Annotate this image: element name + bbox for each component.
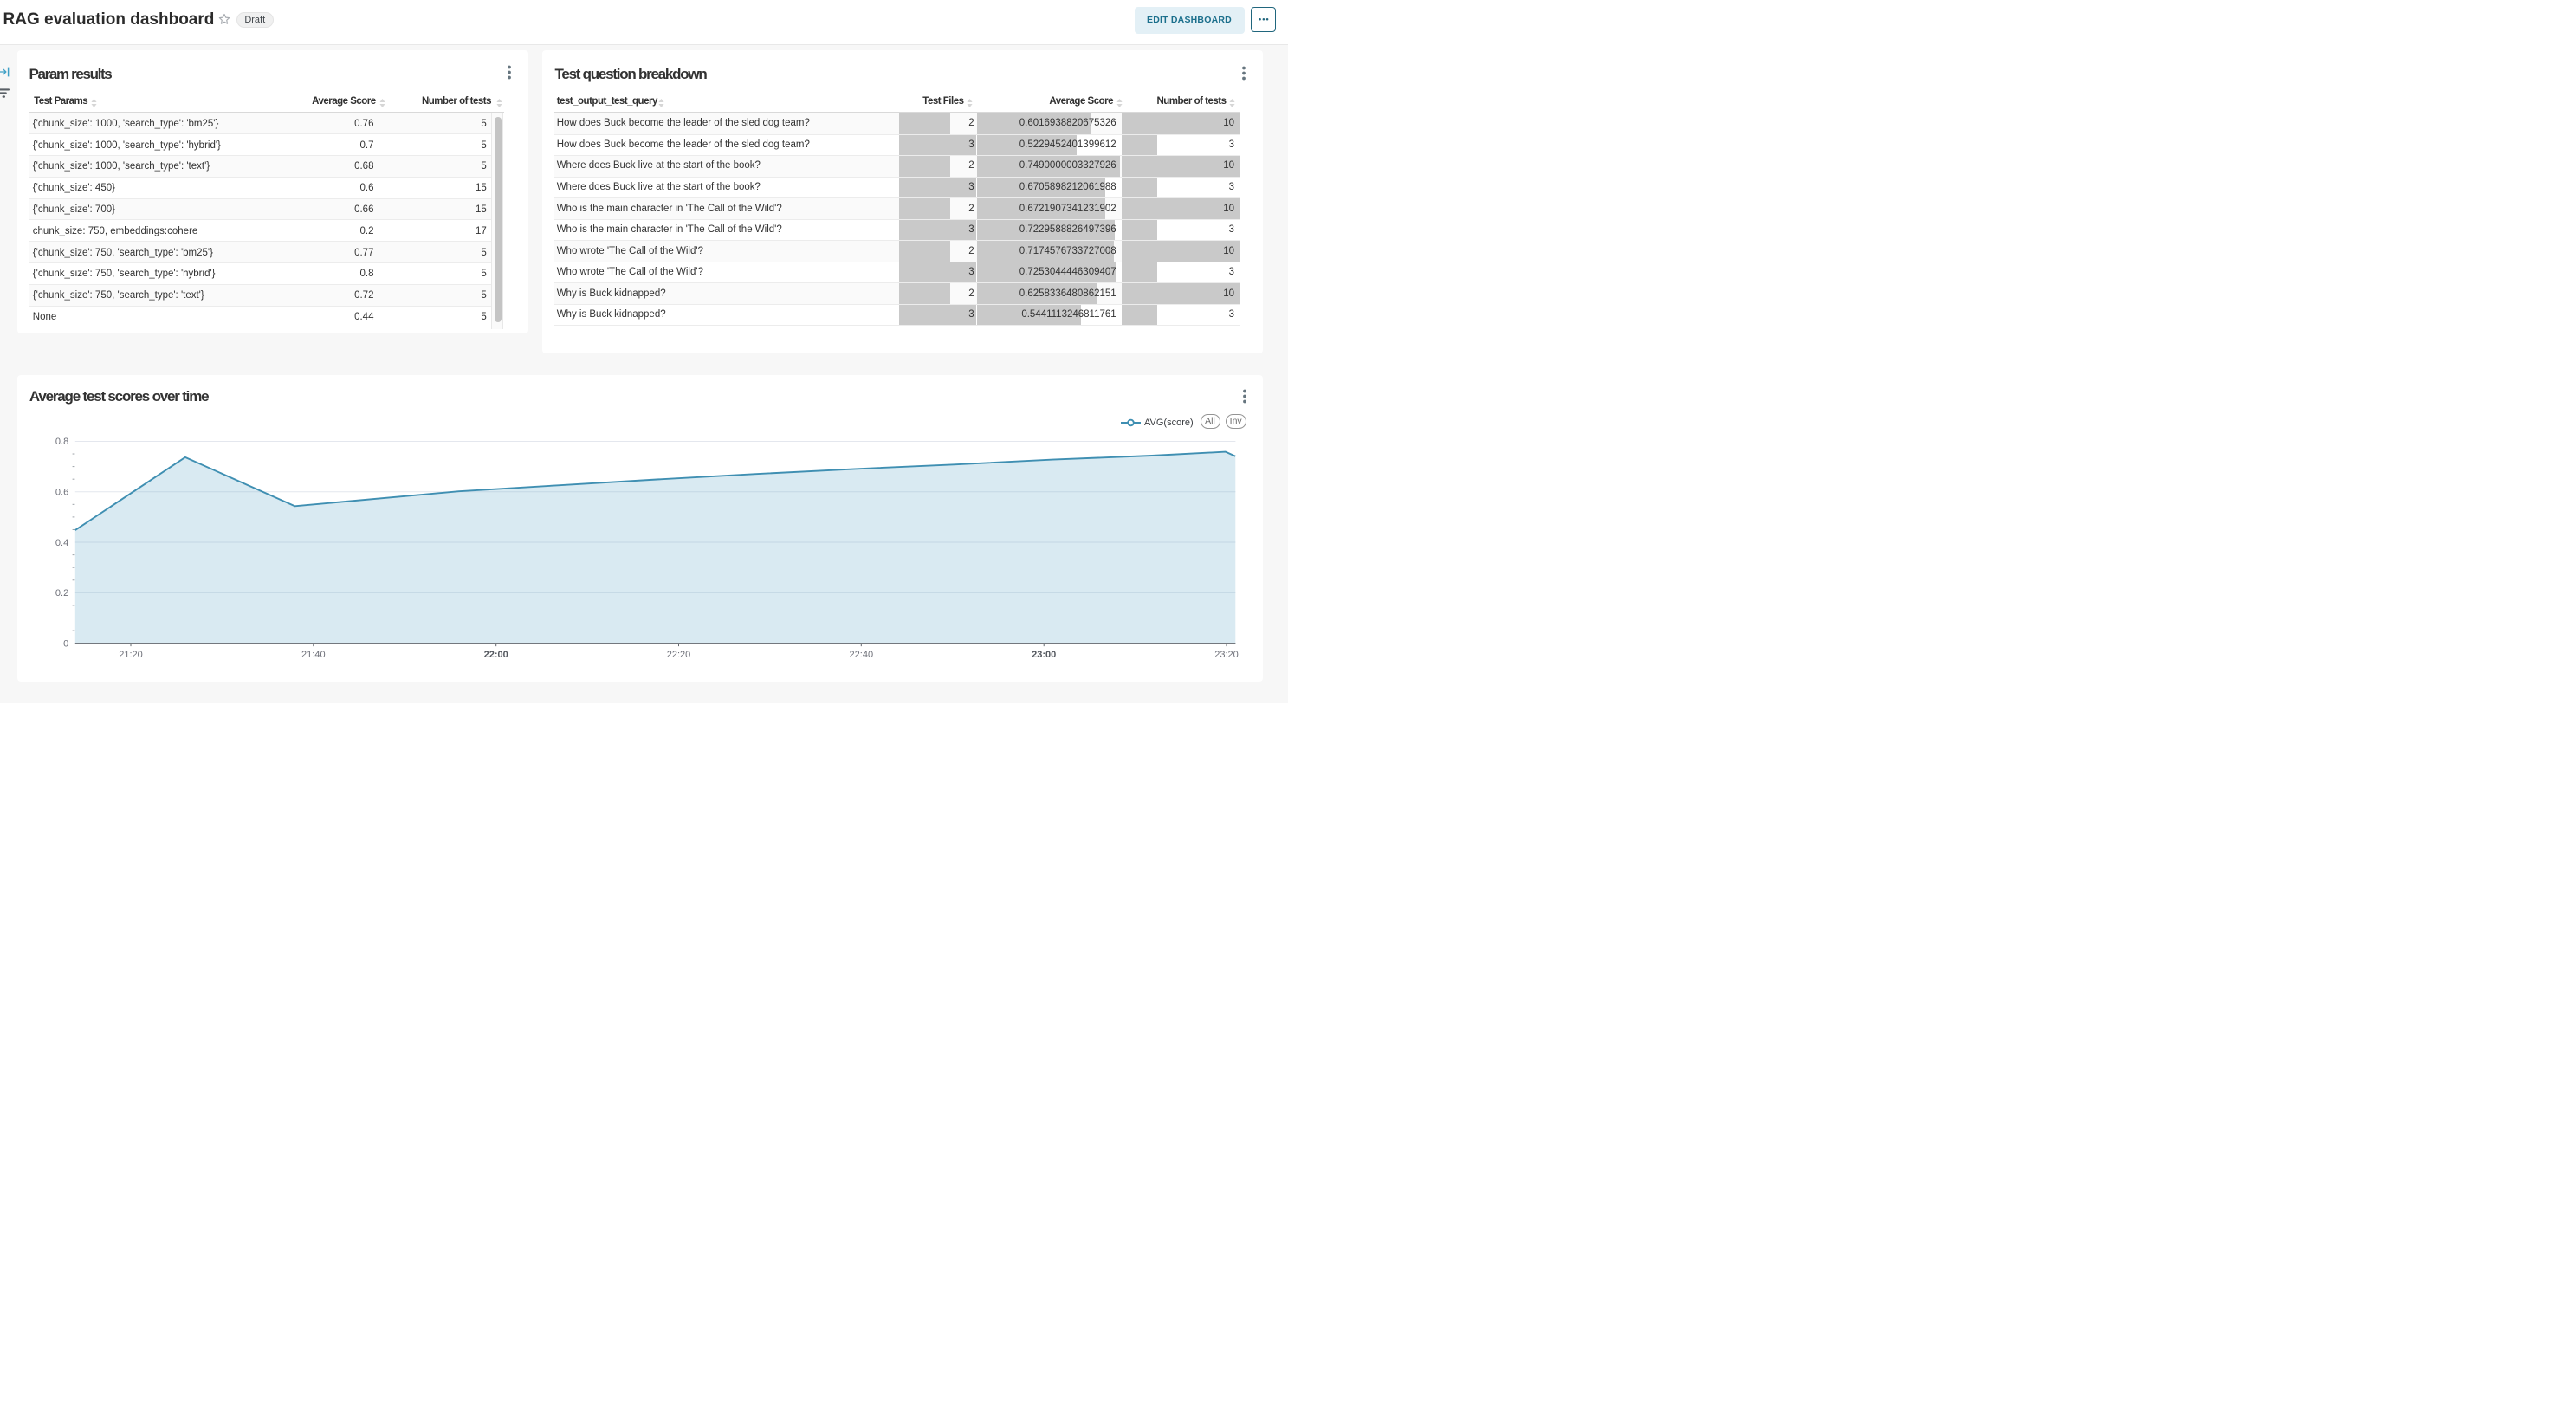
svg-text:0: 0 bbox=[63, 638, 68, 649]
svg-text:0.4: 0.4 bbox=[55, 537, 68, 547]
svg-text:0.6: 0.6 bbox=[55, 487, 68, 497]
svg-text:21:20: 21:20 bbox=[119, 650, 143, 660]
svg-text:23:20: 23:20 bbox=[1214, 650, 1239, 660]
svg-text:0.2: 0.2 bbox=[55, 588, 68, 599]
svg-text:21:40: 21:40 bbox=[301, 650, 326, 660]
svg-text:0.8: 0.8 bbox=[55, 437, 68, 447]
svg-text:22:00: 22:00 bbox=[483, 650, 508, 660]
svg-text:22:20: 22:20 bbox=[666, 650, 690, 660]
svg-text:23:00: 23:00 bbox=[1032, 650, 1056, 660]
svg-text:22:40: 22:40 bbox=[849, 650, 873, 660]
